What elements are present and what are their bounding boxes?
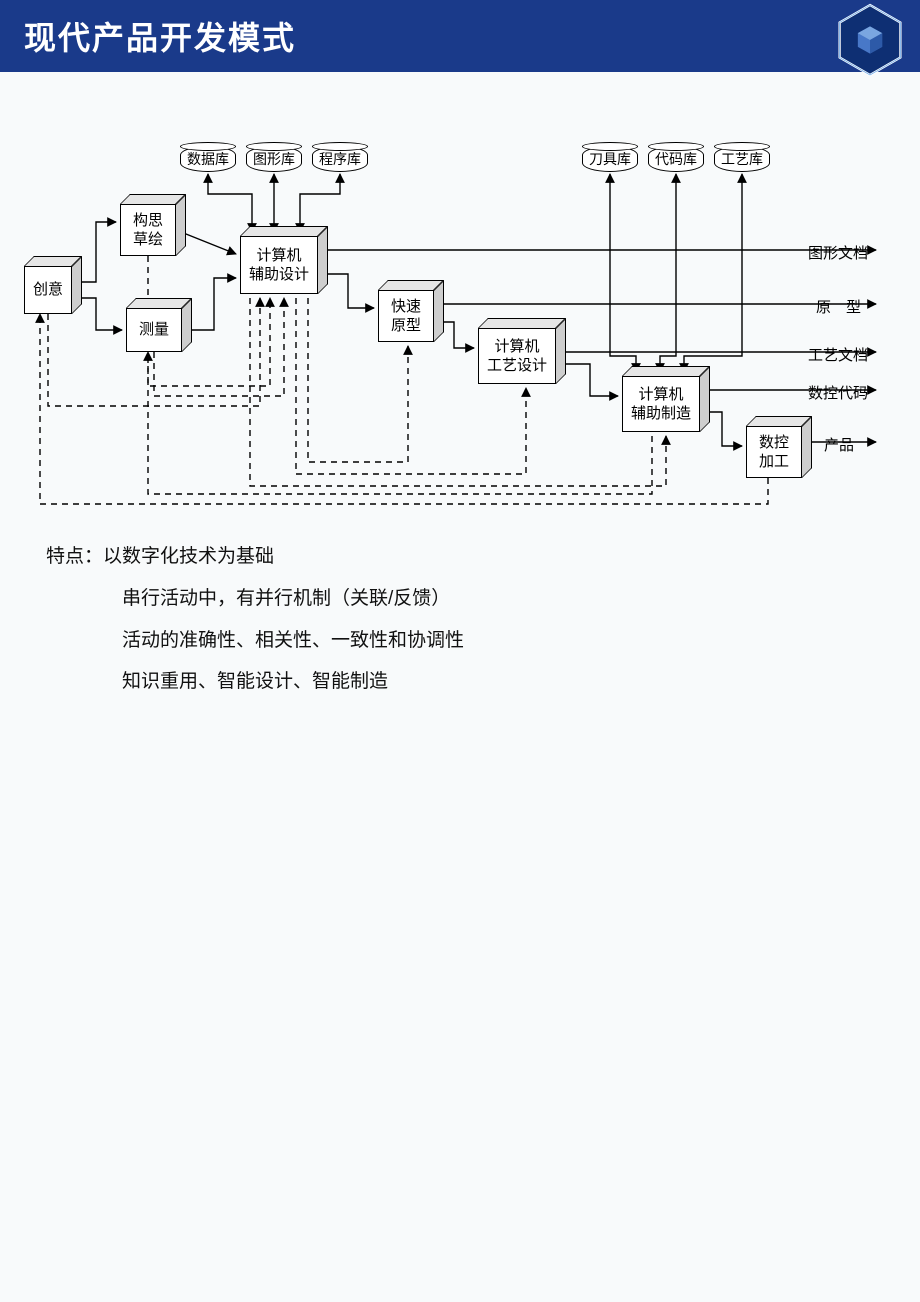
flow-node-gs: 构思 草绘: [120, 194, 186, 256]
flow-node-rp: 快速 原型: [378, 280, 444, 342]
flow-node-cad: 计算机 辅助设计: [240, 226, 328, 294]
notes-heading: 特点：以数字化技术为基础: [46, 536, 464, 578]
output-label: 原 型: [816, 296, 861, 317]
slide-title: 现代产品开发模式: [24, 13, 296, 59]
output-label: 产品: [824, 434, 854, 455]
flowchart-diagram: 创意构思 草绘测量计算机 辅助设计快速 原型计算机 工艺设计计算机 辅助制造数控…: [0, 86, 920, 516]
flow-node-cam: 计算机 辅助制造: [622, 366, 710, 432]
database-cylinder-icon: 数据库: [180, 146, 236, 180]
notes-line: 知识重用、智能设计、智能制造: [46, 661, 464, 703]
database-cylinder-icon: 代码库: [648, 146, 704, 180]
flow-node-cy: 创意: [24, 256, 82, 314]
database-cylinder-icon: 程序库: [312, 146, 368, 180]
output-label: 图形文档: [808, 242, 868, 263]
output-label: 工艺文档: [808, 344, 868, 365]
notes-line: 串行活动中，有并行机制（关联/反馈）: [46, 578, 464, 620]
flow-node-cl: 测量: [126, 298, 192, 352]
database-cylinder-icon: 刀具库: [582, 146, 638, 180]
feature-notes: 特点：以数字化技术为基础 串行活动中，有并行机制（关联/反馈） 活动的准确性、相…: [46, 536, 464, 703]
flow-node-capp: 计算机 工艺设计: [478, 318, 566, 384]
institution-logo-icon: [832, 2, 908, 78]
slide-header: 现代产品开发模式: [0, 0, 920, 72]
database-cylinder-icon: 图形库: [246, 146, 302, 180]
notes-line: 活动的准确性、相关性、一致性和协调性: [46, 620, 464, 662]
output-label: 数控代码: [808, 382, 868, 403]
flow-node-cnc: 数控 加工: [746, 416, 812, 478]
database-cylinder-icon: 工艺库: [714, 146, 770, 180]
